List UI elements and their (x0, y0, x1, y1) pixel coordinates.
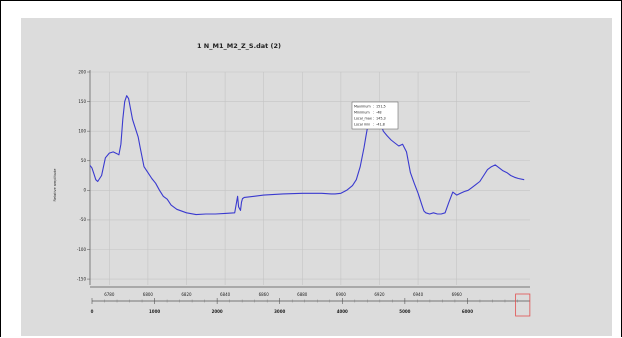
stats-value: 145,3 (376, 117, 386, 121)
y-tick-label: -150 (77, 276, 87, 281)
series-line (89, 95, 525, 216)
stats-value: -41,8 (376, 123, 385, 127)
stats-value: 151,5 (376, 105, 386, 109)
x-tick-label: 6960 (452, 292, 463, 297)
scrollbar-tick-label: 1000 (149, 309, 160, 314)
stats-separator: : (373, 117, 374, 121)
scrollbar-tick-label: 0 (91, 309, 94, 314)
x-tick-label: 6780 (104, 292, 115, 297)
range-scrollbar[interactable]: 0 1000 2000 3000 4000 5000 6000 (91, 293, 531, 317)
x-tick-label: 6900 (336, 292, 347, 297)
scrollbar-tick-label: 3000 (274, 309, 285, 314)
y-tick-label: -100 (77, 247, 87, 252)
y-tick-label: 150 (78, 99, 86, 104)
y-tick-label: 200 (78, 69, 86, 74)
stats-box-background (351, 101, 399, 130)
y-tick-label: -50 (79, 217, 86, 222)
x-tick-label: 6860 (259, 292, 270, 297)
x-tick-label: 6820 (181, 292, 192, 297)
scrollbar-tick-label: 5000 (399, 309, 410, 314)
y-tick-label: 100 (78, 128, 86, 133)
x-tick-label: 6800 (143, 292, 154, 297)
y-tick-label: 50 (81, 158, 87, 163)
stats-separator: : (373, 123, 374, 127)
stats-value: -48 (376, 111, 382, 115)
scrollbar-window[interactable] (515, 293, 531, 317)
stats-label: Local min (354, 123, 370, 127)
chart-title: 1 N_M1_M2_Z_S.dat (2) (197, 42, 281, 50)
stats-label: Local_max (354, 117, 372, 121)
x-tick-label: 6840 (220, 292, 231, 297)
scrollbar-tick-label: 4000 (337, 309, 348, 314)
axes (87, 70, 530, 288)
y-tick-label: 0 (83, 188, 86, 193)
stats-label: Minimum (354, 111, 370, 115)
y-axis-label: Relative amplitude (53, 169, 57, 202)
grid-lines (90, 71, 530, 285)
stats-label: Maximum (354, 105, 371, 109)
x-tick-label: 6920 (374, 292, 385, 297)
scrollbar-tick-label: 2000 (212, 309, 223, 314)
x-tick-label: 6940 (413, 292, 424, 297)
plot-area (90, 72, 530, 285)
x-tick-label: 6880 (297, 292, 308, 297)
stats-separator: : (373, 105, 374, 109)
scrollbar-tick-label: 6000 (462, 309, 473, 314)
stats-separator: : (373, 111, 374, 115)
series-group (89, 95, 525, 216)
tick-labels: 200 150 100 50 0 -50 -100 -150 6780 6800 6820 6840 6… (77, 69, 462, 297)
